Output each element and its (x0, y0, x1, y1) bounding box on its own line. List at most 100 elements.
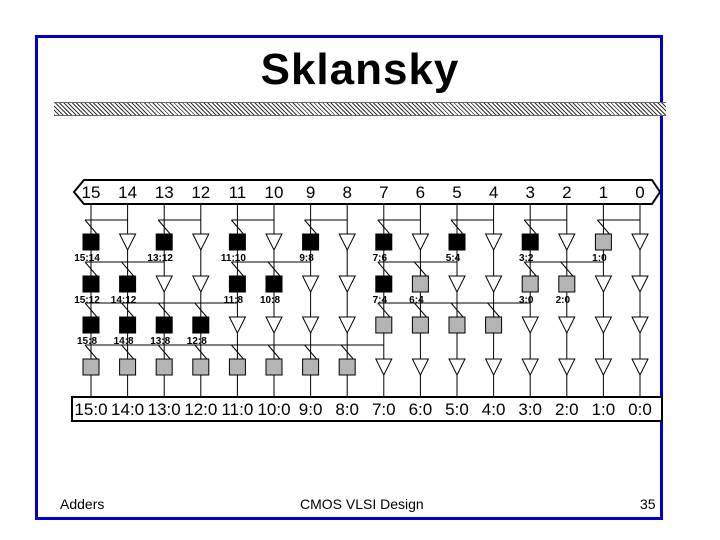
cell-range-label: 3:0 (519, 295, 534, 306)
carry-wire (194, 344, 208, 360)
gray-cell (448, 316, 466, 334)
cell-range-label: 6:4 (409, 295, 424, 306)
carry-wire (121, 302, 134, 318)
output-group-label: 4:0 (482, 400, 506, 419)
black-cell (448, 233, 466, 251)
gray-cell (411, 316, 429, 334)
output-group-label: 12:0 (184, 400, 217, 419)
buffer-cell (301, 275, 320, 294)
cell-range-label: 11:10 (221, 253, 246, 264)
black-cell (155, 233, 173, 251)
carry-wire (84, 302, 98, 318)
output-group-label: 14:0 (111, 400, 144, 419)
input-bit-label: 8 (342, 183, 351, 202)
input-bit-label: 0 (635, 183, 644, 202)
black-cell (265, 275, 283, 293)
black-cell (119, 316, 137, 334)
buffer-cell (631, 275, 649, 294)
carry-wire (157, 302, 171, 318)
buffer-cell (484, 233, 503, 252)
black-cell (375, 233, 393, 251)
input-bit-label: 4 (489, 183, 498, 202)
carry-wire (267, 344, 281, 360)
buffer-cell (265, 316, 283, 335)
input-bit-label: 15 (82, 183, 101, 202)
cell-range-label: 3:2 (519, 253, 534, 264)
cell-range-label: 12:8 (187, 336, 207, 347)
black-cell (155, 316, 173, 334)
carry-wire (377, 219, 391, 235)
footer-title: CMOS VLSI Design (300, 496, 424, 512)
output-group-label: 9:0 (299, 400, 323, 419)
carry-wire (231, 219, 244, 235)
cell-range-label: 15:14 (74, 253, 100, 264)
gray-cell (192, 358, 210, 376)
output-group-label: 15:0 (74, 400, 107, 419)
gray-cell (594, 233, 612, 251)
black-cell (228, 233, 246, 251)
carry-wire (121, 344, 134, 360)
output-group-label: 2:0 (555, 400, 579, 419)
output-group-label: 6:0 (409, 400, 433, 419)
black-cell (375, 275, 393, 293)
cell-range-label: 10:8 (260, 295, 280, 306)
input-bit-label: 7 (379, 183, 388, 202)
output-group-label: 13:0 (148, 400, 181, 419)
input-bit-label: 12 (191, 183, 210, 202)
gray-cell (375, 316, 393, 334)
black-cell (521, 233, 539, 251)
output-group-label: 10:0 (257, 400, 290, 419)
input-bit-label: 1 (599, 183, 608, 202)
buffer-cell (557, 358, 576, 377)
buffer-cell (374, 358, 393, 377)
buffer-cell (228, 316, 247, 335)
input-bit-label: 2 (562, 183, 571, 202)
black-cell (82, 316, 100, 334)
buffer-cell (411, 233, 430, 252)
input-bit-label: 11 (229, 183, 247, 202)
input-bit-label: 9 (306, 183, 315, 202)
buffer-cell (448, 358, 466, 377)
gray-cell (228, 358, 246, 376)
gray-cell (265, 358, 283, 376)
buffer-cell (631, 233, 649, 252)
input-bit-label: 6 (416, 183, 425, 202)
output-group-label: 3:0 (518, 400, 542, 419)
gray-cell (302, 358, 320, 376)
carry-wire (450, 219, 464, 235)
gray-cell (411, 275, 429, 293)
carry-wire (231, 344, 244, 360)
slide-title: Sklansky (260, 45, 460, 94)
input-bit-label: 5 (452, 183, 461, 202)
buffer-cell (484, 358, 503, 377)
input-bit-label: 13 (155, 183, 174, 202)
buffer-cell (557, 233, 576, 252)
buffer-cell (191, 233, 210, 252)
output-group-label: 8:0 (335, 400, 359, 419)
buffer-cell (521, 316, 540, 335)
carry-wire (267, 261, 281, 277)
cell-range-label: 2:0 (556, 295, 571, 306)
output-bar (71, 396, 663, 422)
output-group-label: 11:0 (221, 400, 253, 419)
output-group-label: 5:0 (445, 400, 469, 419)
carry-wire (84, 261, 98, 277)
carry-wire (414, 302, 427, 318)
footer-course: Adders (60, 496, 105, 512)
buffer-cell (484, 275, 503, 294)
carry-wire (523, 219, 537, 235)
gray-cell (119, 358, 137, 376)
io-bars: 15 14 13 12 11 10 9 8 7 6 5 4 3 2 1 015:0 14:0 13:0 12:0 11… (71, 179, 663, 422)
carry-wire (84, 219, 98, 235)
gray-cell (485, 316, 503, 334)
cell-range-label: 14:8 (114, 336, 134, 347)
black-cell (119, 275, 137, 293)
buffer-cell (448, 275, 466, 294)
input-bar (72, 179, 662, 205)
title-underline (54, 102, 666, 116)
cell-range-label: 7:6 (373, 253, 388, 264)
buffer-cell (338, 275, 357, 294)
carry-wire (84, 344, 98, 360)
buffer-cell (594, 275, 613, 294)
